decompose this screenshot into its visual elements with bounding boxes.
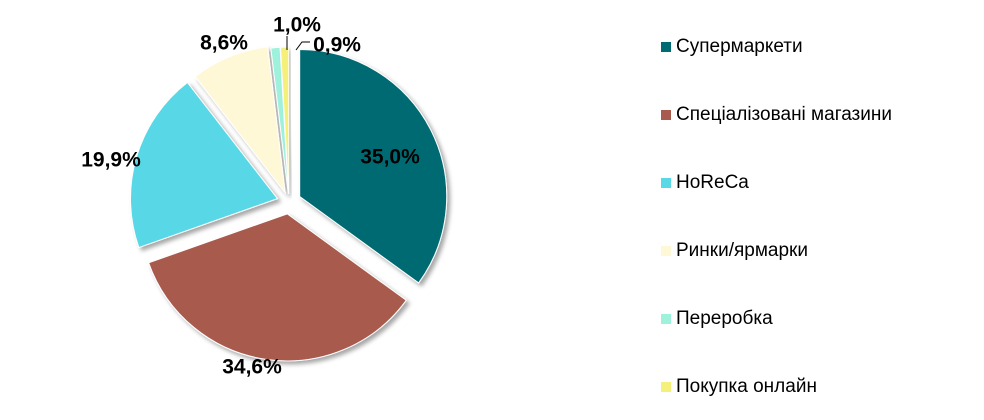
pie-slice-horeca [129, 81, 279, 249]
data-label-супермаркети: 35,0% [360, 146, 420, 169]
legend: Супермаркети Спеціалізовані магазини HoReC… [661, 36, 892, 397]
legend-label-покупка-онлайн: Покупка онлайн [676, 376, 817, 397]
legend-swatch-horeca [661, 178, 671, 188]
data-label-покупка-онлайн: 0,9% [313, 34, 361, 57]
legend-label-спеціалізовані-магазини: Спеціалізовані магазини [676, 104, 892, 125]
legend-label-супермаркети: Супермаркети [676, 36, 803, 57]
pie-slices [129, 46, 448, 362]
data-label-ринки-ярмарки: 8,6% [200, 32, 248, 55]
pie-slice-супермаркети [299, 49, 448, 284]
legend-swatch-покупка-онлайн [661, 382, 671, 392]
legend-swatch-ринки-ярмарки [661, 246, 671, 256]
legend-swatch-переробка [661, 314, 671, 324]
pie-slice-ринки-ярмарки [194, 46, 286, 195]
legend-swatch-супермаркети [661, 42, 671, 52]
pie-slice-спеціалізовані-магазини [148, 213, 407, 362]
leader-lines [286, 36, 310, 51]
data-label-horeca: 19,9% [81, 149, 141, 172]
leader-line-покупка-онлайн [295, 41, 310, 51]
data-label-спеціалізовані-магазини: 34,6% [222, 356, 282, 379]
pie-slice-покупка-онлайн [279, 46, 290, 195]
legend-label-ринки-ярмарки: Ринки/ярмарки [676, 240, 808, 261]
data-label-переробка: 1,0% [273, 14, 321, 37]
legend-swatch-спеціалізовані-магазини [661, 110, 671, 120]
legend-label-переробка: Переробка [676, 308, 773, 329]
data-labels: 35,0% 34,6% 19,9% 8,6% 1,0%0,9% [81, 14, 420, 379]
legend-label-horeca: HoReCa [676, 172, 749, 193]
